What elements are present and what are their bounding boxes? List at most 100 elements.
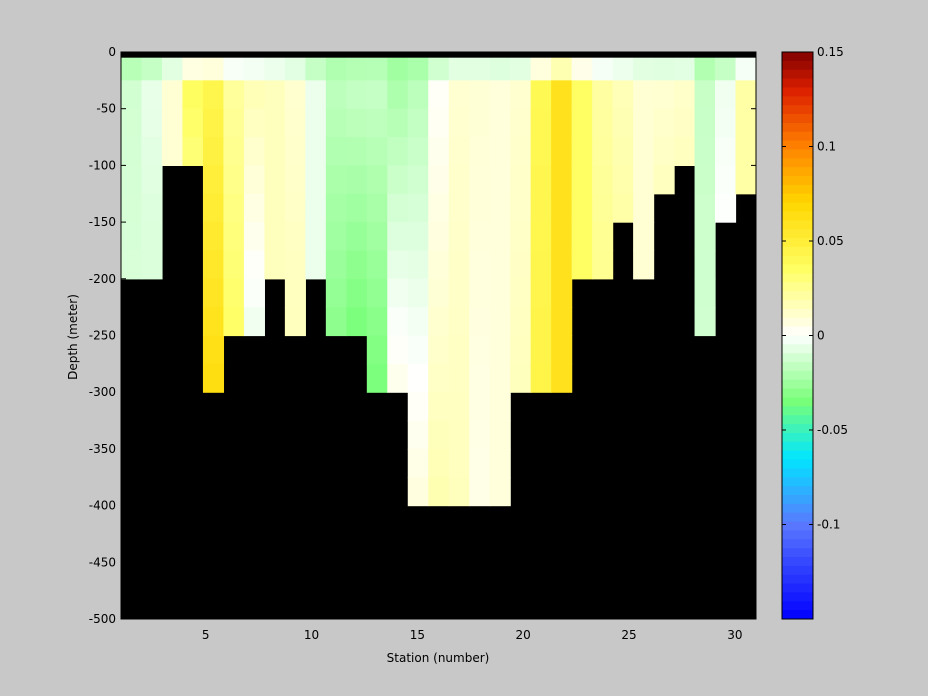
heatmap-cell [366,52,388,81]
heatmap-cell [305,193,327,223]
heatmap-cell [510,278,532,308]
heatmap-cell [510,222,532,252]
heatmap-cell [407,222,429,252]
heatmap-cell [448,307,470,337]
heatmap-cell [284,222,306,252]
heatmap-cell [489,165,511,195]
heatmap-cell [489,80,511,110]
x-axis-label: Station (number) [387,651,490,665]
y-tick-label: -200 [89,272,116,286]
colorbar-segment [782,60,813,71]
heatmap-cell [510,165,532,195]
heatmap-cell [284,80,306,110]
heatmap-cell [325,307,347,337]
heatmap-cell [202,222,225,252]
colorbar-segment [782,131,813,142]
heatmap-cell [387,80,409,110]
heatmap-cell [530,80,552,110]
heatmap-cell [305,137,327,166]
heatmap-cell [305,222,327,252]
heatmap-cell [202,80,225,110]
heatmap-cell [121,165,143,195]
heatmap-cell [407,420,429,450]
heatmap-cell [202,108,225,138]
heatmap-cell [694,222,716,252]
heatmap-cell [653,80,675,110]
heatmap-cell [674,52,696,81]
heatmap-cell [243,165,265,195]
heatmap-cell [551,165,573,195]
colorbar-segment [782,406,813,416]
heatmap-cell [592,193,614,223]
heatmap-cell [551,363,573,393]
heatmap-cell [571,137,593,166]
heatmap-cell [121,193,143,223]
colorbar-segment [782,432,813,443]
colorbar-segment [782,193,813,204]
colorbar-segment [782,539,813,549]
y-tick-label: -450 [89,555,116,569]
heatmap-cell [366,222,388,252]
heatmap-cell [448,335,470,365]
heatmap-cell [551,250,573,280]
heatmap-cell [182,137,204,166]
heatmap-cell [489,448,511,478]
heatmap-cell [161,108,184,138]
heatmap-cell [346,137,368,166]
heatmap-cell [407,80,429,110]
colorbar-segment [782,592,813,602]
heatmap-cell [325,165,347,195]
heatmap-cell [407,108,429,138]
heatmap-cell [182,80,204,110]
heatmap-cell [530,222,552,252]
colorbar-segment [782,610,813,620]
heatmap-cell [407,193,429,223]
heatmap-cell [530,165,552,195]
heatmap-cell [633,193,655,223]
heatmap-cell [387,363,409,393]
heatmap-cell [182,108,204,138]
colorbar-segment [782,167,813,177]
heatmap-cell [448,193,470,223]
heatmap-cell [264,250,286,280]
colorbar-segment [782,220,813,230]
y-tick-label: -50 [96,102,116,116]
colorbar-segment [782,255,813,266]
heatmap-cell [653,108,675,138]
heatmap-cell [489,193,511,223]
heatmap-cell [387,165,409,195]
heatmap-cell [592,80,614,110]
heatmap-cell [387,137,409,166]
heatmap-cell [346,193,368,223]
heatmap-cell [694,278,716,308]
heatmap-cell [448,278,470,308]
heatmap-cell [510,137,532,166]
heatmap-cell [141,222,163,252]
heatmap-cell [428,307,450,337]
heatmap-cell [407,137,429,166]
plot-frame [120,51,757,620]
heatmap-cell [428,80,450,110]
colorbar-segment [782,317,813,328]
heatmap-cell [223,52,245,81]
heatmap-cell [366,278,388,308]
heatmap-cell [571,193,593,223]
heatmap-cell [202,137,225,166]
heatmap-cell [223,250,245,280]
heatmap-cell [387,222,409,252]
heatmap-cell [571,108,593,138]
heatmap-cell [223,222,245,252]
heatmap-cell [469,108,491,138]
heatmap-cell [428,250,450,280]
heatmap-cell [264,193,286,223]
heatmap-cell [202,363,225,393]
colorbar-segment [782,69,813,80]
heatmap-cell [346,307,368,337]
heatmap-cell [510,193,532,223]
heatmap-cell [121,52,143,81]
heatmap-cell [469,363,491,393]
y-tick-label: -250 [89,329,116,343]
heatmap-cell [551,335,573,365]
heatmap-cell [694,250,716,280]
heatmap-cell [530,137,552,166]
